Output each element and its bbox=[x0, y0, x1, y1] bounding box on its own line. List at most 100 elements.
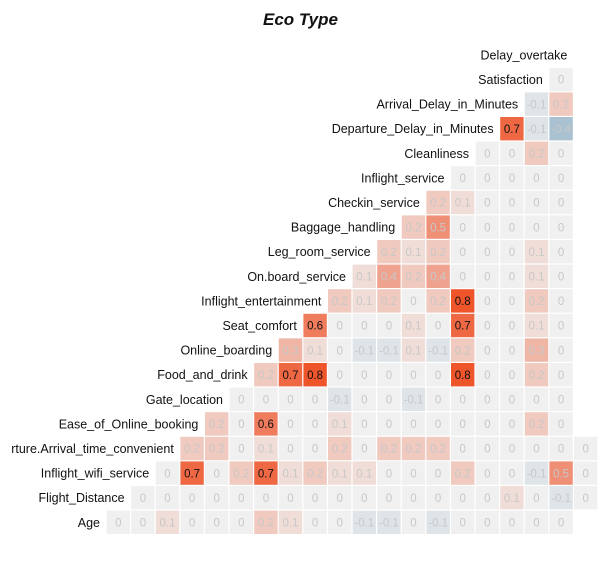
heatmap-cell bbox=[303, 412, 327, 436]
heatmap-cell bbox=[303, 436, 327, 461]
cell-value-label: 0 bbox=[238, 395, 244, 407]
heatmap-cell bbox=[475, 461, 499, 485]
heatmap-cell bbox=[451, 338, 475, 362]
heatmap-cell bbox=[377, 510, 401, 534]
cell-value-label: 0.8 bbox=[455, 296, 471, 308]
cell-value-label: 0 bbox=[509, 222, 515, 234]
heatmap-cell bbox=[352, 313, 376, 338]
heatmap-cell bbox=[303, 363, 327, 387]
heatmap-cell bbox=[524, 190, 549, 215]
heatmap-cell bbox=[451, 510, 475, 534]
heatmap-cell bbox=[475, 338, 499, 362]
cell-value-label: 0 bbox=[386, 395, 392, 407]
heatmap-cell bbox=[377, 313, 401, 338]
heatmap-cell bbox=[377, 363, 401, 387]
cell-value-label: 0 bbox=[509, 345, 515, 357]
cell-value-label: 0 bbox=[558, 75, 564, 87]
cell-value-label: 0 bbox=[312, 444, 318, 456]
cell-value-label: 0.2 bbox=[455, 345, 471, 357]
cell-value-label: 0.4 bbox=[381, 272, 398, 284]
heatmap-cell bbox=[524, 141, 549, 165]
heatmap-cell bbox=[278, 363, 303, 387]
heatmap-cell bbox=[328, 338, 352, 362]
heatmap-cell bbox=[131, 510, 155, 534]
heatmap-cell bbox=[549, 486, 573, 510]
heatmap-cell bbox=[500, 313, 524, 338]
heatmap-cell bbox=[205, 486, 229, 510]
heatmap-cell bbox=[303, 338, 327, 362]
heatmap-cell bbox=[401, 436, 426, 461]
heatmap-cell bbox=[180, 486, 204, 510]
cell-value-label: 0 bbox=[484, 493, 490, 505]
heatmap-cell bbox=[377, 436, 401, 461]
cell-value-label: 0 bbox=[238, 493, 244, 505]
cell-value-label: 0 bbox=[213, 468, 219, 480]
heatmap-cell bbox=[549, 166, 573, 190]
cell-value-label: 0 bbox=[533, 444, 539, 456]
heatmap-cell bbox=[574, 461, 598, 485]
heatmap-cell bbox=[254, 486, 278, 510]
heatmap-cell bbox=[377, 289, 401, 313]
heatmap-cell bbox=[352, 461, 376, 485]
heatmap-cell bbox=[328, 363, 352, 387]
row-label-arrival-delay-in-minutes: Arrival_Delay_in_Minutes bbox=[376, 98, 518, 112]
heatmap-cell bbox=[303, 486, 327, 510]
cell-value-label: 0 bbox=[386, 370, 392, 382]
heatmap-cell bbox=[352, 412, 376, 436]
cell-value-label: 0 bbox=[582, 493, 588, 505]
heatmap-cell bbox=[475, 510, 499, 534]
heatmap-cell bbox=[278, 436, 303, 461]
cell-value-label: 0.6 bbox=[307, 321, 323, 333]
cell-value-label: 0 bbox=[459, 518, 465, 530]
heatmap-cell bbox=[377, 461, 401, 485]
cell-value-label: 0 bbox=[336, 518, 342, 530]
heatmap-cell bbox=[278, 486, 303, 510]
cell-value-label: 0 bbox=[509, 444, 515, 456]
cell-value-label: 0 bbox=[558, 321, 564, 333]
cell-value-label: 0 bbox=[533, 518, 539, 530]
cell-value-label: 0 bbox=[361, 321, 367, 333]
heatmap-cell bbox=[205, 436, 229, 461]
heatmap-cell bbox=[500, 289, 524, 313]
heatmap-cell bbox=[303, 461, 327, 485]
cell-value-label: 0 bbox=[509, 296, 515, 308]
row-label-inflight-service: Inflight_service bbox=[361, 171, 444, 185]
heatmap-cell bbox=[451, 461, 475, 485]
cell-value-label: 0 bbox=[509, 468, 515, 480]
cell-value-label: -0.1 bbox=[527, 468, 547, 480]
cell-value-label: 0 bbox=[115, 518, 121, 530]
heatmap-cell bbox=[549, 215, 573, 239]
cell-value-label: -0.1 bbox=[354, 345, 374, 357]
heatmap-cell bbox=[524, 215, 549, 239]
heatmap-cell bbox=[549, 240, 573, 264]
cell-value-label: 0 bbox=[164, 468, 170, 480]
cell-value-label: 0.7 bbox=[283, 370, 299, 382]
heatmap-cell bbox=[401, 412, 426, 436]
heatmap-cell bbox=[180, 510, 204, 534]
heatmap-cell bbox=[328, 486, 352, 510]
cell-value-label: 0 bbox=[484, 198, 490, 210]
cell-value-label: 0 bbox=[336, 321, 342, 333]
heatmap-cell bbox=[500, 240, 524, 264]
heatmap-cell bbox=[401, 363, 426, 387]
heatmap-cell bbox=[352, 510, 376, 534]
cell-value-label: -0.1 bbox=[379, 518, 399, 530]
heatmap-cell bbox=[426, 387, 450, 411]
cell-value-label: 0.2 bbox=[430, 296, 446, 308]
heatmap-cell bbox=[500, 510, 524, 534]
cell-value-label: 0 bbox=[533, 173, 539, 185]
heatmap-cell bbox=[500, 486, 524, 510]
cell-value-label: 0 bbox=[558, 222, 564, 234]
heatmap-cell bbox=[278, 387, 303, 411]
cell-value-label: 0.1 bbox=[406, 321, 422, 333]
heatmap-cell bbox=[155, 461, 180, 485]
cell-value-label: 0 bbox=[484, 149, 490, 161]
cell-value-label: 0.2 bbox=[209, 444, 225, 456]
row-label-inflight-wifi-service: Inflight_wifi_service bbox=[41, 467, 149, 481]
row-label-departure-delay-in-minutes: Departure_Delay_in_Minutes bbox=[332, 122, 494, 136]
cell-value-label: 0.2 bbox=[307, 468, 323, 480]
cell-value-label: 0 bbox=[386, 321, 392, 333]
heatmap-cell bbox=[524, 436, 549, 461]
cell-value-label: 0.1 bbox=[406, 247, 422, 259]
heatmap-cell bbox=[451, 363, 475, 387]
